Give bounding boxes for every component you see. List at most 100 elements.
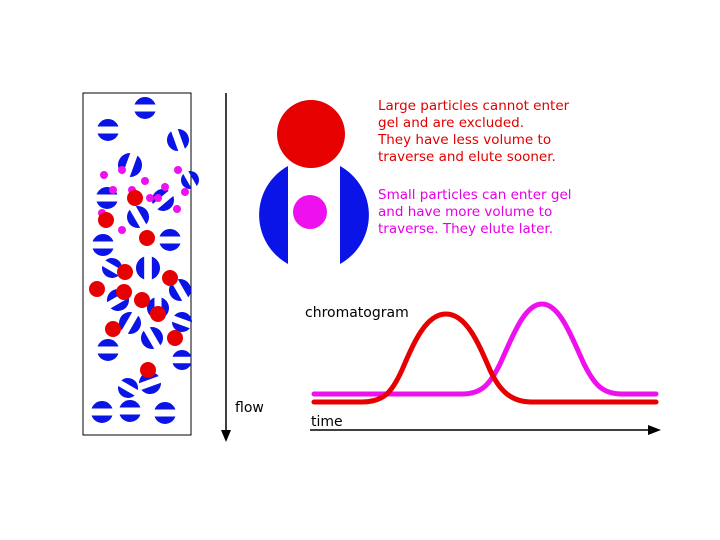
gel-bead [97,119,119,141]
large-explanation-line: Large particles cannot enter [378,98,570,114]
gel-bead-half [177,129,189,149]
large-particle [150,306,166,322]
gel-bead [154,402,176,424]
time-axis [310,425,661,435]
gel-bead-half [119,414,141,422]
gel-bead [97,339,119,361]
small-particle [181,188,189,196]
gel-bead-half [135,206,149,225]
gel-bead-half [97,353,119,361]
large-particle-example [277,100,345,168]
small-particle [146,194,154,202]
gel-bead [92,234,114,256]
small-particle [173,205,181,213]
time-label: time [311,414,343,430]
gel-bead-half [174,312,192,323]
gel-bead [172,350,192,370]
gel-bead [159,229,181,251]
gel-bead-half [92,248,114,256]
gel-bead [134,97,156,119]
small-particle [118,166,126,174]
gel-bead-half [159,229,181,237]
gel-bead [167,129,189,151]
gel-bead [119,400,141,422]
gel-bead-half [141,330,155,349]
gel-bead-half [92,234,114,242]
gel-bead-left-half [259,166,288,264]
gel-bead-half [151,256,160,280]
gel-bead-half [172,350,192,357]
gel-bead-half [167,131,179,151]
gel-bead-half [154,416,176,424]
gel-bead-half [127,315,141,334]
large-particles [89,190,183,378]
large-particle [127,190,143,206]
gel-bead-half [121,378,138,390]
gel-bead-half [172,363,192,370]
small-particle-example [293,195,327,229]
gel-bead-half [118,386,135,398]
gel-bead-half [159,243,181,251]
large-particle [134,292,150,308]
gel-beads [91,97,199,424]
small-particle [109,186,117,194]
gel-bead-half [181,174,192,189]
gel-bead [102,258,122,278]
gel-bead-half [127,209,141,228]
gel-bead [169,279,191,301]
gel-bead-half [134,111,156,119]
gel-bead-half [97,133,119,141]
gel-bead-half [97,339,119,347]
gel-bead-half [119,312,133,331]
flow-label: flow [235,400,264,416]
large-particle-peak [311,311,659,405]
particle-legend-illustration [259,100,369,264]
gel-bead-half [119,400,141,408]
small-particle [100,171,108,179]
gel-bead-half [129,155,142,177]
large-particle [167,330,183,346]
small-particles [98,166,189,234]
large-explanation-line: They have less volume to [377,132,551,148]
small-particle [141,177,149,185]
gel-bead-half [102,266,119,278]
gel-bead-half [188,171,199,186]
large-particle [116,284,132,300]
chromatogram-label: chromatogram [305,305,409,321]
gel-bead [118,378,138,398]
small-particle [118,226,126,234]
gel-bead [119,312,141,334]
gel-bead-half [177,279,191,298]
small-particle [161,183,169,191]
gel-bead-half [105,258,122,270]
large-explanation-line: traverse and elute sooner. [378,149,556,165]
gel-bead [141,327,163,349]
gel-bead-half [136,256,145,280]
gel-bead-half [172,321,190,332]
gel-bead-half [96,201,118,209]
flow-arrow [221,93,231,442]
gel-bead [172,312,192,332]
gel-bead-half [91,415,113,423]
large-particle [98,212,114,228]
small-particle [174,166,182,174]
large-explanation-line: gel and are excluded. [378,115,524,131]
large-particle [139,230,155,246]
large-particle-explanation: Large particles cannot enter gel and are… [377,98,573,165]
gel-column [82,92,199,436]
small-explanation-line: and have more volume to [378,204,552,220]
gel-bead-half [141,382,161,394]
small-explanation-line: Small particles can enter gel [378,187,572,203]
gel-bead-half [169,282,183,301]
small-particle-peak [311,301,659,397]
gel-bead [91,401,113,423]
gel-bead-half [134,97,156,105]
gel-bead [136,256,160,280]
gel-bead-half [154,402,176,410]
large-particle [140,362,156,378]
large-particle [162,270,178,286]
gel-bead-half [149,327,163,346]
gel-bead-half [91,401,113,409]
gel-bead [181,171,199,189]
